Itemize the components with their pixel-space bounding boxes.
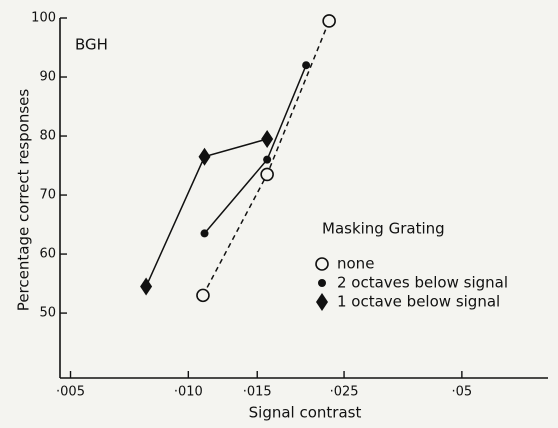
marker	[302, 61, 311, 70]
marker	[322, 14, 336, 28]
marker	[315, 257, 329, 271]
x-tick-label: ·015	[243, 385, 272, 400]
x-tick-label: ·05	[452, 385, 473, 400]
y-tick-label: 100	[31, 11, 56, 26]
x-tick-label: ·005	[56, 385, 85, 400]
y-tick-label: 90	[39, 70, 56, 85]
marker	[260, 167, 274, 182]
legend-label: 1 octave below signal	[337, 293, 500, 311]
y-tick-label: 60	[39, 247, 56, 262]
marker	[261, 129, 274, 148]
y-axis-label: Percentage correct responses	[15, 89, 33, 312]
marker	[263, 155, 272, 164]
marker	[200, 229, 209, 238]
marker	[198, 147, 211, 166]
legend-label: none	[337, 255, 374, 273]
series-line	[203, 64, 307, 234]
marker	[140, 277, 153, 296]
marker	[316, 293, 328, 311]
marker	[318, 279, 326, 287]
marker	[196, 288, 210, 303]
legend-title: Masking Grating	[322, 220, 445, 238]
x-tick-label: ·025	[330, 385, 359, 400]
x-axis-label: Signal contrast	[249, 404, 362, 422]
y-tick-label: 70	[39, 188, 56, 203]
x-tick-label: ·010	[174, 385, 203, 400]
y-tick-label: 80	[39, 129, 56, 144]
legend-label: 2 octaves below signal	[337, 274, 508, 292]
annotation: BGH	[75, 36, 108, 54]
y-tick-label: 50	[39, 306, 56, 321]
